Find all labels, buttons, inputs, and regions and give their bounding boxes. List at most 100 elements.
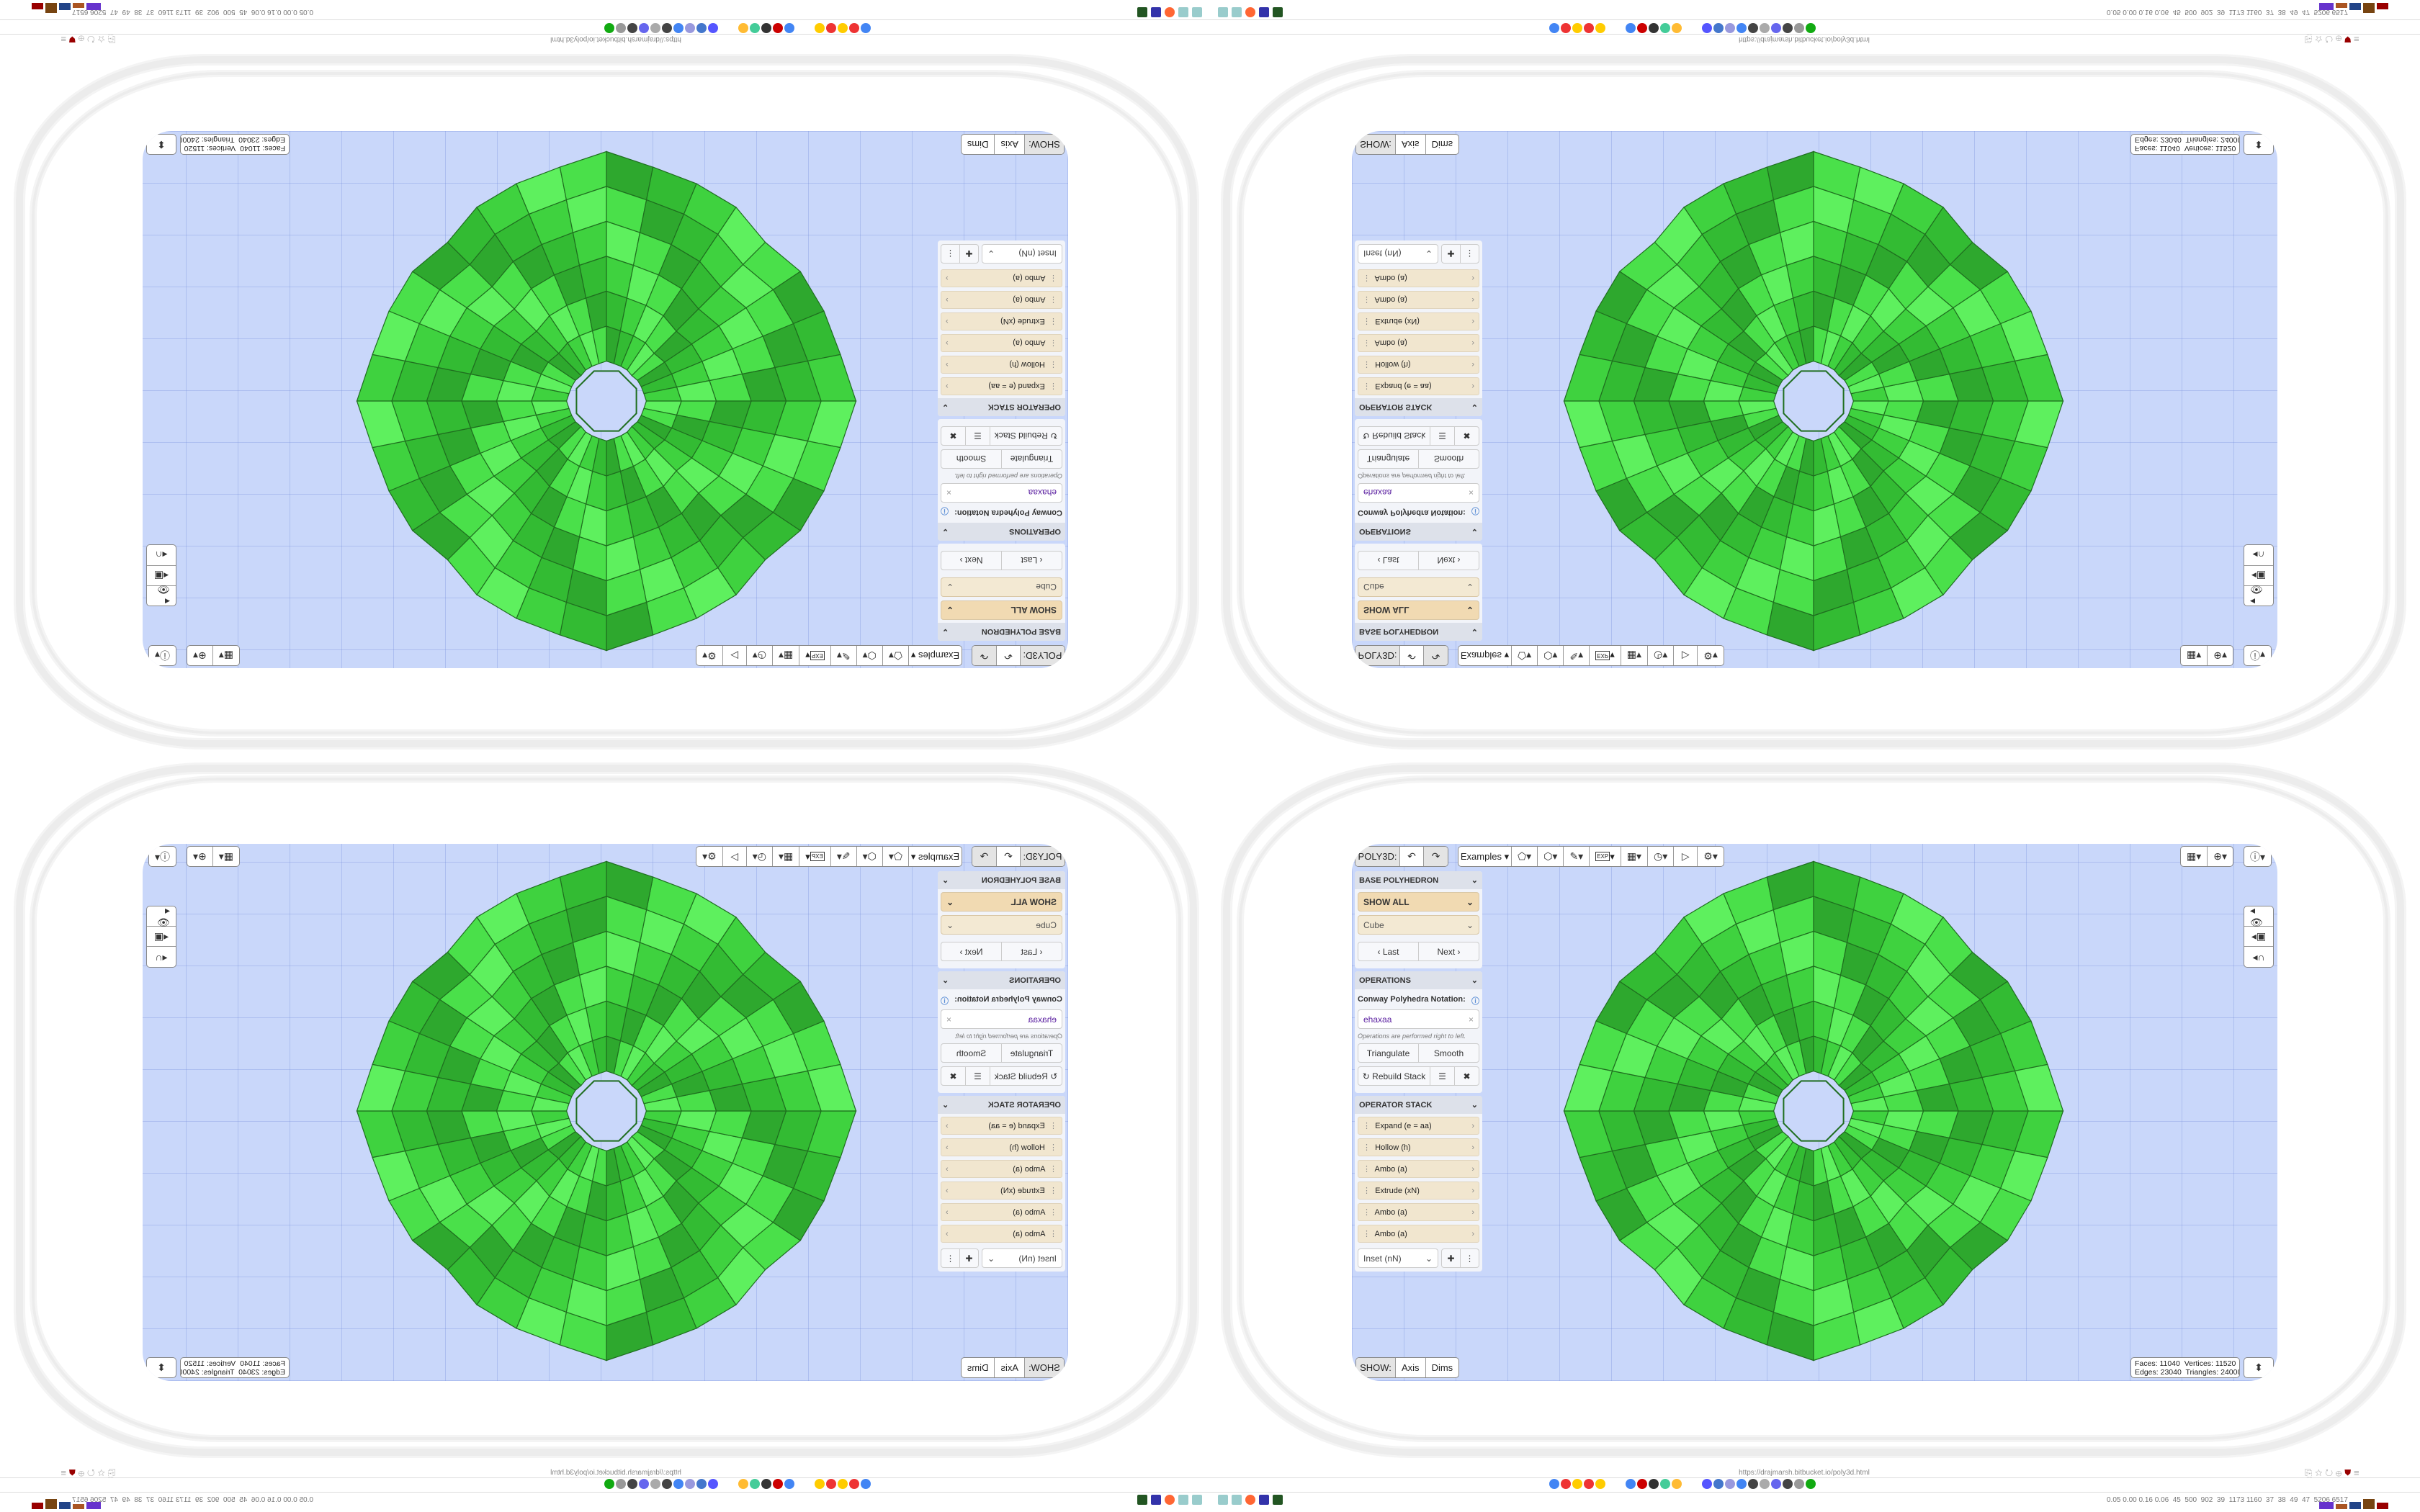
view-toggle-button[interactable]: ⬍ (2244, 135, 2273, 154)
visibility-button[interactable]: ◂👁 (2244, 585, 2273, 606)
drag-handle-icon[interactable]: ⋮ (1049, 1143, 1057, 1152)
vk-icon[interactable] (696, 23, 707, 33)
chevron-right-icon[interactable]: › (1471, 360, 1474, 369)
chat-icon[interactable] (1702, 23, 1713, 33)
bookmark-icon[interactable] (604, 1479, 614, 1489)
floppy-icon[interactable] (1150, 7, 1161, 17)
avatar-icon[interactable] (627, 1479, 637, 1489)
drag-handle-icon[interactable]: ⋮ (1363, 317, 1371, 325)
calendar-button[interactable]: ▦▾ (771, 646, 799, 665)
polyhedron-model[interactable] (143, 844, 1068, 1381)
smooth-button[interactable]: Smooth (1433, 454, 1464, 464)
avatar-icon[interactable] (1748, 23, 1759, 33)
info-button[interactable]: ⓘ▾ (2244, 646, 2271, 665)
chevron-right-icon[interactable]: › (946, 317, 949, 326)
google-icon[interactable] (1549, 1479, 1559, 1489)
translate-icon[interactable]: ⎘ (2305, 34, 2313, 45)
wikipedia-icon[interactable] (761, 23, 771, 33)
list-button[interactable]: ☰ (1430, 1067, 1455, 1085)
shape-select[interactable]: Cube ⌄ (1358, 577, 1479, 597)
undo-button[interactable]: ↶ (996, 847, 1020, 866)
bookmark-icon[interactable] (1672, 1479, 1682, 1489)
avatar-icon[interactable] (1748, 1479, 1759, 1489)
globe-button[interactable]: ⊕▾ (2208, 646, 2233, 665)
bookmark-icon[interactable] (815, 1479, 825, 1489)
drag-handle-icon[interactable]: ⋮ (1363, 295, 1371, 304)
operator-item[interactable]: ⋮ Ambo (a) › (941, 269, 1062, 287)
more-button[interactable]: ⋮ (941, 1249, 959, 1267)
smooth-button[interactable]: Smooth (1433, 1048, 1464, 1058)
operator-item[interactable]: ⋮ Ambo (a) › (941, 1160, 1062, 1178)
animation-button[interactable]: ▦▾ (212, 847, 239, 866)
drag-handle-icon[interactable]: ⋮ (1363, 1165, 1371, 1174)
operator-select[interactable]: Inset (nN) ⌄ (982, 244, 1062, 264)
rebuild-stack-button[interactable]: ↻ Rebuild Stack (990, 427, 1062, 445)
operator-item[interactable]: ⋮ Extrude (xN) › (1358, 1182, 1479, 1200)
google-icon[interactable] (784, 1479, 794, 1489)
bookmark-icon[interactable] (1672, 23, 1682, 33)
reload-icon[interactable]: ↻ (86, 34, 95, 45)
chevron-right-icon[interactable]: › (946, 1143, 949, 1152)
bookmark-icon[interactable] (772, 23, 783, 33)
drive-icon[interactable] (1137, 1495, 1147, 1505)
operator-select[interactable]: Inset (nN) ⌄ (982, 1248, 1062, 1268)
bookmark-icon[interactable] (638, 1479, 649, 1489)
filter-select[interactable]: SHOW ALL ⌄ (1358, 892, 1479, 912)
operator-stack-header[interactable]: OPERATOR STACK ⌄ (1355, 398, 1482, 416)
chevron-right-icon[interactable]: › (1471, 382, 1474, 391)
dims-toggle[interactable]: Dims (1431, 139, 1453, 150)
viewport[interactable]: POLY3D: ↶ ↷ Examples ▾ ⬠▾ ⬡▾ ✎▾ EXP ▾ ▦▾ … (143, 131, 1068, 668)
visibility-button[interactable]: ◂👁 (147, 906, 176, 928)
firefox-icon[interactable] (1245, 7, 1256, 17)
play-button[interactable]: ▷ (1674, 646, 1698, 665)
drag-handle-icon[interactable]: ⋮ (1049, 1208, 1057, 1217)
shape-select[interactable]: Cube ⌄ (941, 915, 1062, 935)
operator-item[interactable]: ⋮ Ambo (a) › (1358, 269, 1479, 287)
next-button[interactable]: Next › (1419, 552, 1479, 570)
reload-icon[interactable]: ↻ (2325, 1467, 2334, 1478)
drag-handle-icon[interactable]: ⋮ (1363, 1143, 1371, 1152)
drag-handle-icon[interactable]: ⋮ (1049, 1187, 1057, 1195)
bookmark-icon[interactable] (738, 23, 748, 33)
notepad-icon[interactable] (1192, 7, 1202, 17)
wikipedia-icon[interactable] (761, 1479, 771, 1489)
notepad-icon[interactable] (1218, 1495, 1228, 1505)
drag-handle-icon[interactable]: ⋮ (1049, 317, 1057, 325)
shape-select[interactable]: Cube ⌄ (1358, 915, 1479, 935)
bookmark-icon[interactable] (1595, 23, 1605, 33)
chevron-right-icon[interactable]: › (1471, 1164, 1474, 1174)
operator-item[interactable]: ⋮ Ambo (a) › (1358, 1225, 1479, 1243)
operator-item[interactable]: ⋮ Expand (e = aa) › (1358, 1117, 1479, 1135)
clear-stack-button[interactable]: ✖ (941, 1067, 965, 1085)
google-icon[interactable] (1736, 1479, 1747, 1489)
google-icon[interactable] (861, 23, 871, 33)
drag-handle-icon[interactable]: ⋮ (1363, 360, 1371, 369)
add-operator-button[interactable]: ✚ (1442, 245, 1461, 263)
bookmark-icon[interactable] (1572, 23, 1582, 33)
drag-handle-icon[interactable]: ⋮ (1049, 274, 1057, 282)
redo-button[interactable]: ↷ (972, 847, 996, 866)
dims-toggle[interactable]: Dims (967, 139, 989, 150)
bookmark-icon[interactable] (1794, 1479, 1805, 1489)
base-polyhedron-header[interactable]: BASE POLYHEDRON ⌄ (1355, 623, 1482, 641)
drag-handle-icon[interactable]: ⋮ (1363, 1208, 1371, 1217)
star-icon[interactable]: ☆ (97, 1467, 105, 1478)
undo-button[interactable]: ↶ (996, 646, 1020, 665)
vk-icon[interactable] (1713, 23, 1724, 33)
edit-button[interactable]: ✎▾ (830, 646, 856, 665)
cube-button[interactable]: ⬡▾ (1538, 646, 1564, 665)
chat-icon[interactable] (707, 1479, 718, 1489)
notepad-icon[interactable] (1232, 1495, 1242, 1505)
triangulate-button[interactable]: Triangulate (1358, 450, 1419, 468)
chevron-right-icon[interactable]: › (946, 295, 949, 305)
firefox-icon[interactable] (1164, 7, 1175, 17)
ublock-icon[interactable]: ⛊ (2344, 1467, 2352, 1478)
bookmark-icon[interactable] (1660, 1479, 1671, 1489)
star-icon[interactable]: ☆ (2315, 1467, 2323, 1478)
chevron-right-icon[interactable]: › (1471, 295, 1474, 305)
bookmark-icon[interactable] (838, 23, 848, 33)
bookmark-icon[interactable] (1595, 1479, 1605, 1489)
chevron-right-icon[interactable]: › (1471, 1229, 1474, 1238)
clear-icon[interactable]: × (946, 487, 952, 498)
bookmark-icon[interactable] (749, 23, 760, 33)
